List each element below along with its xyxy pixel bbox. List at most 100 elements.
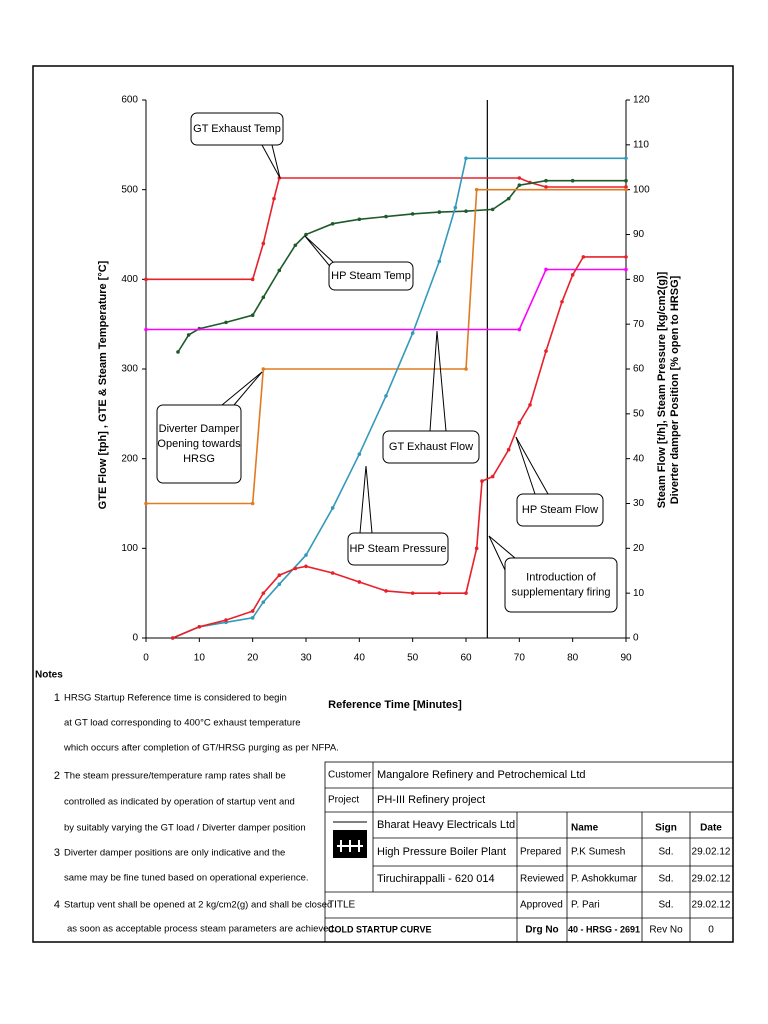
data-point: [474, 187, 479, 192]
data-point: [384, 214, 388, 219]
x-tick-label: 60: [460, 653, 472, 664]
callout-text: HRSG: [183, 453, 215, 465]
y-tick-label: 400: [121, 274, 138, 285]
y-tick-label: 100: [121, 543, 138, 554]
series-line: [146, 188, 626, 505]
y2-tick-label: 10: [633, 588, 645, 599]
note-text: The steam pressure/temperature ramp rate…: [64, 771, 286, 782]
x-tick-label: 70: [514, 653, 526, 664]
data-point: [357, 217, 362, 222]
data-point: [250, 277, 255, 282]
callout-leader: [436, 330, 447, 432]
y-tick-label: 0: [132, 633, 138, 644]
y-tick-label: 600: [121, 95, 138, 106]
data-point: [544, 267, 548, 272]
logo-glyph: [337, 840, 363, 852]
sign-off-cell: Prepared: [520, 847, 561, 858]
sign-off-cell: P. Ashokkumar: [571, 874, 638, 885]
data-point: [330, 571, 335, 575]
sign-off-cell: P. Pari: [571, 900, 600, 911]
company-logo: [333, 821, 367, 858]
data-point: [624, 185, 628, 189]
data-point: [560, 299, 564, 304]
label: Drg No: [525, 925, 558, 936]
y2-tick-label: 30: [633, 498, 645, 509]
y-axis-title: GTE Flow [tph] , GTE & Steam Temperature…: [97, 260, 109, 509]
sign-off-cell: Reviewed: [520, 874, 564, 885]
data-point: [453, 205, 458, 210]
x-tick-label: 0: [143, 653, 149, 664]
y2-tick-label: 20: [633, 543, 645, 554]
note-text: Diverter damper positions are only indic…: [64, 848, 285, 859]
note-text: Startup vent shall be opened at 2 kg/cm2…: [64, 900, 332, 911]
data-point: [410, 212, 415, 216]
callout-box: [516, 493, 604, 527]
data-point: [170, 636, 175, 640]
y2-tick-label: 50: [633, 408, 645, 419]
data-point: [570, 178, 575, 183]
data-point: [410, 591, 415, 595]
data-point: [277, 573, 282, 578]
data-point: [144, 501, 148, 506]
data-point: [437, 259, 442, 264]
callout-leader: [365, 465, 373, 534]
note-text: HRSG Startup Reference time is considere…: [64, 693, 287, 704]
data-point: [186, 333, 191, 337]
y2-tick-label: 110: [633, 139, 649, 150]
data-point: [490, 207, 495, 212]
callout-text: supplementary firing: [511, 586, 610, 598]
note-text: as soon as acceptable process steam para…: [67, 924, 336, 935]
data-point: [506, 196, 511, 201]
x-tick-label: 50: [407, 653, 419, 664]
data-point: [384, 394, 388, 398]
data-point: [464, 591, 468, 595]
data-point: [261, 241, 266, 246]
callout-text: GT Exhaust Temp: [193, 123, 281, 135]
data-point: [357, 580, 362, 584]
project: PH-III Refinery project: [377, 794, 485, 806]
company: Bharat Heavy Electricals Ltd: [377, 819, 515, 831]
sign-off-cell: Approved: [520, 900, 563, 911]
data-point: [490, 474, 495, 479]
data-point: [544, 349, 548, 353]
y-tick-label: 200: [121, 453, 138, 464]
data-point: [517, 421, 522, 425]
callout-text: GT Exhaust Flow: [389, 441, 473, 453]
label: TITLE: [328, 900, 356, 911]
data-point: [293, 243, 298, 248]
data-point: [624, 178, 628, 183]
callout-box: [156, 404, 242, 484]
callout-leader: [515, 436, 549, 495]
y2-tick-label: 70: [633, 319, 645, 330]
data-point: [250, 501, 255, 506]
label: Rev No: [649, 925, 683, 936]
title-block-frame: [324, 761, 734, 943]
callout-box: [328, 261, 414, 291]
data-point: [544, 178, 548, 183]
data-point: [517, 176, 522, 180]
callout-leader: [429, 330, 438, 432]
data-point: [506, 447, 511, 452]
callout-box: [504, 557, 618, 613]
data-point: [384, 589, 388, 593]
callout-leader: [261, 144, 281, 179]
data-point: [517, 327, 522, 332]
data-point: [544, 185, 548, 189]
data-point: [144, 327, 148, 332]
data-point: [176, 350, 180, 354]
company: High Pressure Boiler Plant: [377, 846, 506, 858]
note-text: controlled as indicated by operation of …: [64, 797, 295, 808]
sign-off-cell: 29.02.12: [692, 900, 731, 911]
note-text: at GT load corresponding to 400°C exhaus…: [64, 718, 301, 729]
y-tick-label: 500: [121, 184, 138, 195]
data-point: [624, 255, 628, 259]
data-point: [293, 566, 298, 571]
y2-axis-title: Steam Flow [t/h], Steam Pressure [kg/cm2…: [656, 271, 668, 508]
note-number: 3: [54, 847, 60, 859]
callout-leader: [359, 465, 367, 534]
data-point: [224, 320, 228, 325]
x-tick-label: 10: [194, 653, 206, 664]
data-point: [304, 564, 308, 569]
